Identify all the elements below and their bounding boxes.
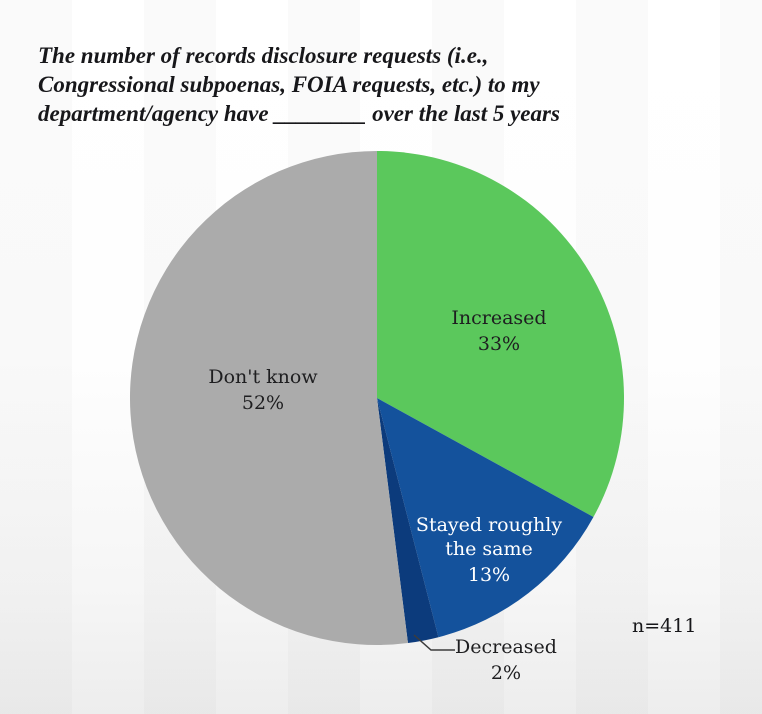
chart-title-line-1: The number of records disclosure request… — [38, 43, 489, 68]
leader-line-decreased — [413, 634, 455, 651]
pie-label-decreased-percent: 2% — [490, 662, 522, 684]
chart-title: The number of records disclosure request… — [38, 41, 738, 128]
chart-title-line-3: department/agency have ________ over the… — [38, 101, 560, 126]
pie-label-dont-know-text: Don't know — [208, 366, 318, 388]
pie-label-stayed-same-percent: 13% — [467, 564, 511, 586]
pie-slice-decreased — [377, 398, 439, 644]
chart-title-line-2: Congressional subpoenas, FOIA requests, … — [38, 72, 540, 97]
pie-label-increased-percent: 33% — [477, 333, 521, 355]
sample-size-note: n=411 — [632, 615, 697, 637]
pie-label-increased-text: Increased — [451, 307, 547, 329]
pie-slice-don-t-know — [129, 151, 408, 645]
pie-slice-stayed-roughly-the-same — [377, 398, 594, 638]
pie-label-stayed-same-text: Stayed roughly the same — [415, 514, 563, 560]
pie-label-decreased-text: Decreased — [455, 636, 557, 658]
pie-label-stayed-same: Stayed roughly the same 13% — [409, 513, 569, 587]
pie-label-increased: Increased 33% — [424, 306, 574, 356]
pie-label-decreased: Decreased 2% — [430, 635, 582, 685]
pie-label-dont-know: Don't know 52% — [188, 365, 338, 415]
pie-label-dont-know-percent: 52% — [241, 392, 285, 414]
pie-slice-increased — [377, 151, 625, 517]
